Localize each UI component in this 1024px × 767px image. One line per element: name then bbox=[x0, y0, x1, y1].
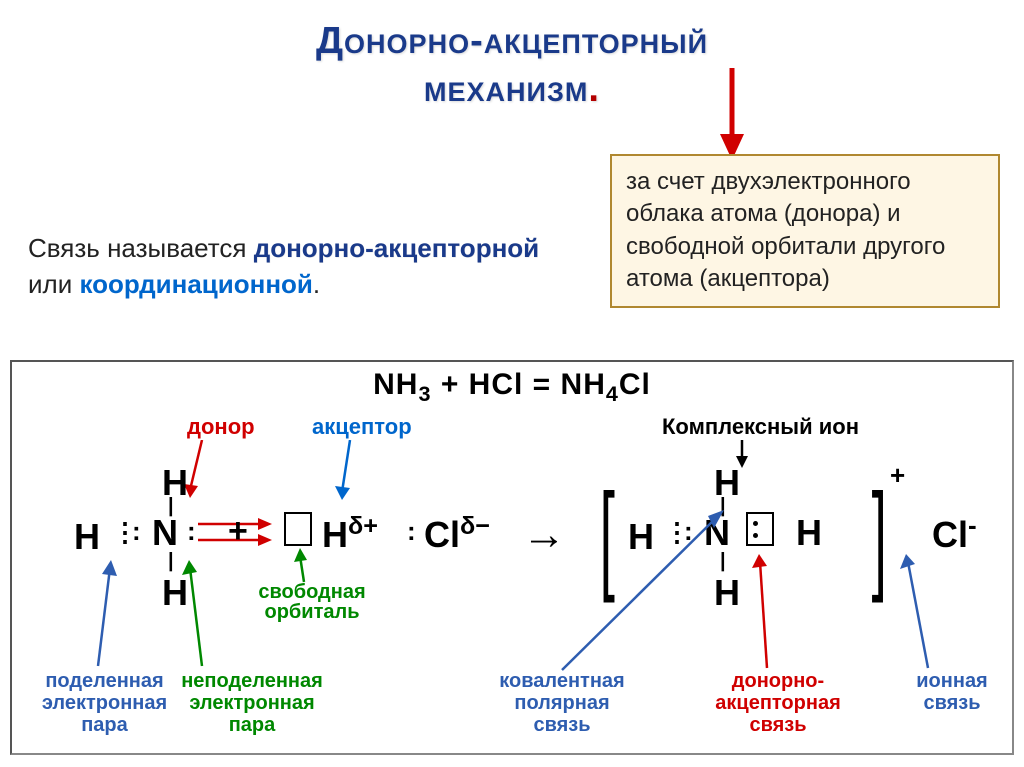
atom-H-top: H bbox=[162, 462, 188, 504]
prod-H-right: H bbox=[796, 512, 822, 554]
covalent-arrow-icon bbox=[552, 510, 732, 674]
free-orbital-arrow-icon bbox=[294, 548, 314, 584]
acceptor-arrow-icon bbox=[332, 440, 362, 510]
title-line2: механизм bbox=[424, 68, 588, 110]
label-ionic-bond: ионнаясвязь bbox=[892, 670, 1012, 714]
ionic-arrow-icon bbox=[900, 552, 940, 672]
ion-charge: + bbox=[890, 460, 905, 491]
bracket-right-icon: ] bbox=[872, 477, 887, 598]
def-end: . bbox=[313, 269, 320, 299]
label-lone-pair: неподеленнаяэлектроннаяпара bbox=[162, 670, 342, 736]
prod-H-top: H bbox=[714, 462, 740, 504]
def-da: донорно-акцепторной bbox=[254, 233, 539, 263]
atom-H-left: H bbox=[74, 516, 100, 558]
definition-text: Связь называется донорно-акцепторной или… bbox=[28, 230, 558, 303]
info-box: за счет двухэлектронного облака атома (д… bbox=[610, 154, 1000, 308]
label-complex-ion: Комплексный ион bbox=[662, 414, 859, 440]
equation: NH3 + HCl = NH4Cl bbox=[12, 368, 1012, 407]
empty-orbital bbox=[284, 512, 312, 546]
shared-pair-arrow-icon bbox=[86, 558, 126, 670]
da-bond-arrow-icon bbox=[752, 552, 782, 672]
label-acceptor: акцептор bbox=[312, 414, 412, 440]
atom-Cl: Clδ− bbox=[424, 512, 490, 556]
label-donor: донор bbox=[187, 414, 255, 440]
label-free-orbital: свободнаяорбиталь bbox=[252, 582, 372, 622]
def-prefix: Связь называется bbox=[28, 233, 254, 263]
plus-sign: + bbox=[228, 512, 248, 551]
info-text: за счет двухэлектронного облака атома (д… bbox=[626, 168, 945, 292]
reaction-diagram: NH3 + HCl = NH4Cl донор акцептор H | H ⋮… bbox=[10, 360, 1014, 755]
atom-N: N bbox=[152, 512, 178, 554]
title-dot: . bbox=[588, 68, 600, 110]
def-mid: или bbox=[28, 269, 79, 299]
atom-H-acceptor: Hδ+ bbox=[322, 512, 378, 556]
label-covalent-polar: ковалентнаяполярнаясвязь bbox=[472, 670, 652, 736]
prod-Cl-minus: Cl- bbox=[932, 512, 977, 556]
label-da-bond: донорно-акцепторнаясвязь bbox=[688, 670, 868, 736]
arrow-down-icon bbox=[712, 68, 752, 163]
page-title: Донорно-акцепторный механизм. bbox=[0, 0, 1024, 113]
title-line1: Донорно-акцепторный bbox=[316, 20, 708, 62]
def-coord: координационной bbox=[79, 269, 312, 299]
lone-pair-arrow-icon bbox=[180, 558, 210, 670]
filled-orbital bbox=[746, 512, 774, 546]
